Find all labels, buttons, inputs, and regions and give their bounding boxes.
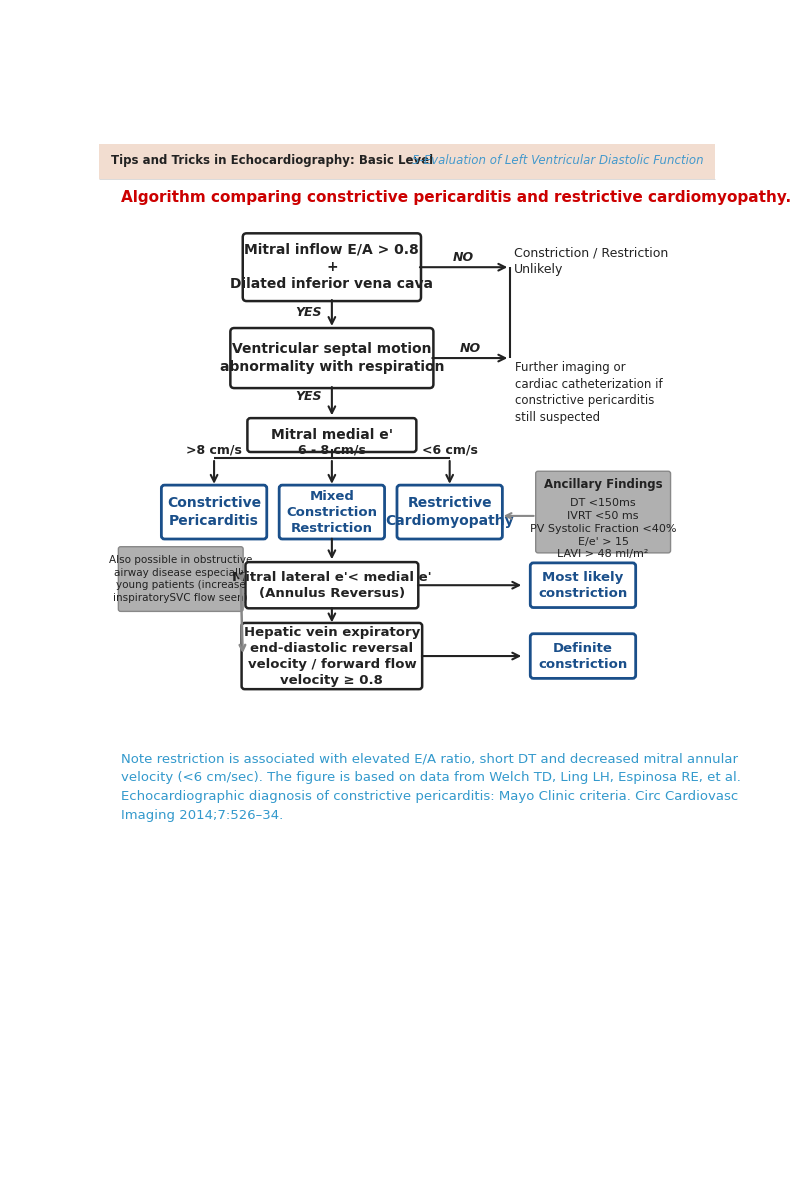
Text: Tips and Tricks in Echocardiography: Basic Level: Tips and Tricks in Echocardiography: Bas… (111, 155, 433, 168)
Text: Most likely
constriction: Most likely constriction (538, 571, 627, 600)
Text: Hepatic vein expiratory
end-diastolic reversal
velocity / forward flow
velocity : Hepatic vein expiratory end-diastolic re… (244, 625, 420, 686)
Text: Note restriction is associated with elevated E/A ratio, short DT and decreased m: Note restriction is associated with elev… (121, 752, 741, 822)
Text: NO: NO (460, 342, 480, 354)
Text: Also possible in obstructive
airway disease especially
young patients (increase
: Also possible in obstructive airway dise… (109, 556, 253, 602)
Text: YES: YES (296, 390, 322, 403)
FancyBboxPatch shape (242, 623, 422, 689)
Text: Mitral medial e': Mitral medial e' (271, 428, 393, 442)
Text: Definite
constriction: Definite constriction (538, 642, 627, 671)
Text: Ancillary Findings: Ancillary Findings (544, 478, 662, 491)
Text: Algorithm comparing constrictive pericarditis and restrictive cardiomyopathy.: Algorithm comparing constrictive pericar… (121, 191, 791, 205)
FancyBboxPatch shape (231, 328, 433, 388)
Text: Restrictive
Cardiomyopathy: Restrictive Cardiomyopathy (386, 497, 514, 528)
Text: Mitral lateral e'< medial e'
(Annulus Reversus): Mitral lateral e'< medial e' (Annulus Re… (232, 571, 432, 600)
Text: Constrictive
Pericarditis: Constrictive Pericarditis (167, 497, 261, 528)
Text: <6 cm/s: <6 cm/s (421, 444, 478, 457)
Text: >8 cm/s: >8 cm/s (186, 444, 242, 457)
Text: Mitral inflow E/A > 0.8
+
Dilated inferior vena cava: Mitral inflow E/A > 0.8 + Dilated inferi… (231, 242, 433, 292)
Text: 6 - 8 cm/s: 6 - 8 cm/s (298, 444, 366, 457)
FancyBboxPatch shape (247, 418, 417, 452)
FancyBboxPatch shape (161, 485, 267, 539)
FancyBboxPatch shape (530, 563, 636, 607)
Text: Ventricular septal motion
abnormality with respiration: Ventricular septal motion abnormality wi… (219, 342, 444, 373)
FancyBboxPatch shape (530, 634, 636, 678)
Text: YES: YES (296, 306, 322, 319)
Text: 5-Evaluation of Left Ventricular Diastolic Function: 5-Evaluation of Left Ventricular Diastol… (413, 155, 704, 168)
FancyBboxPatch shape (397, 485, 502, 539)
FancyBboxPatch shape (279, 485, 385, 539)
Text: NO: NO (453, 251, 474, 264)
Text: Constriction / Restriction
Unlikely: Constriction / Restriction Unlikely (514, 246, 669, 276)
Text: DT <150ms
IVRT <50 ms
PV Systolic Fraction <40%
E/e' > 15
LAVI > 48 ml/m²: DT <150ms IVRT <50 ms PV Systolic Fracti… (530, 498, 677, 559)
Text: Further imaging or
cardiac catheterization if
constrictive pericarditis
still su: Further imaging or cardiac catheterizati… (515, 361, 662, 424)
FancyBboxPatch shape (118, 547, 243, 611)
Text: Mixed
Constriction
Restriction: Mixed Constriction Restriction (286, 490, 378, 534)
FancyBboxPatch shape (99, 144, 716, 179)
FancyBboxPatch shape (246, 562, 418, 608)
FancyBboxPatch shape (536, 472, 670, 553)
FancyBboxPatch shape (242, 233, 421, 301)
